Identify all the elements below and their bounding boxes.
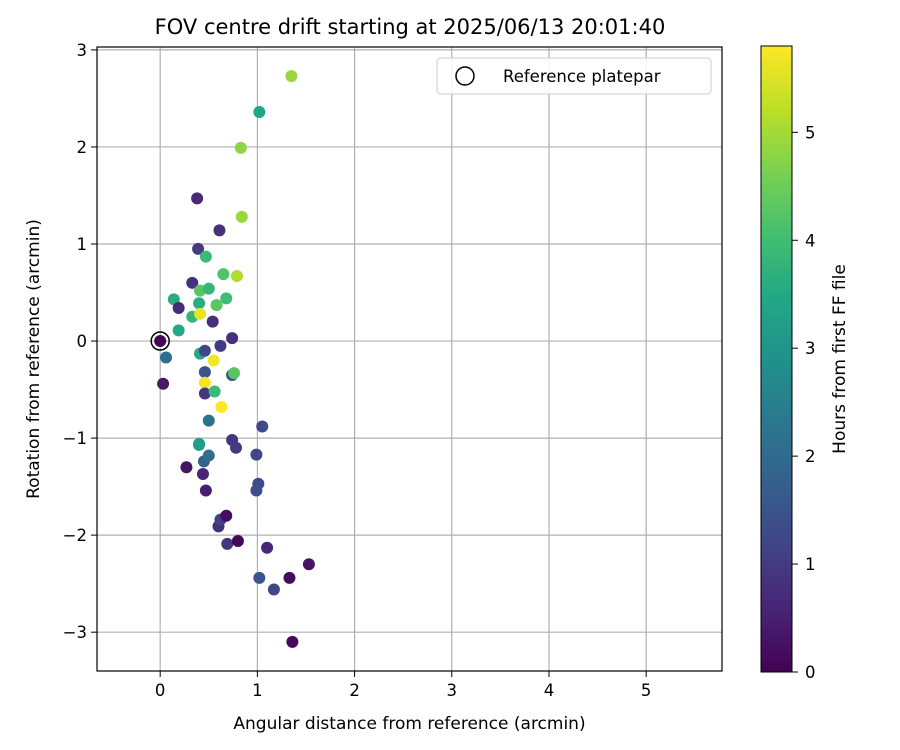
y-tick-label: 1	[77, 235, 88, 254]
scatter-point	[215, 401, 228, 414]
colorbar	[760, 45, 793, 673]
scatter-point	[235, 210, 248, 223]
legend-marker-reference	[455, 66, 475, 86]
scatter-point	[217, 268, 230, 281]
legend: Reference platepar	[436, 57, 712, 95]
legend-box	[436, 57, 712, 95]
scatter-point	[261, 541, 274, 554]
x-tick-label: 1	[252, 681, 263, 700]
scatter-point	[198, 344, 211, 357]
colorbar-ticks: 0 1 2 3 4 5	[792, 123, 816, 682]
colorbar-tick-label: 5	[805, 123, 816, 142]
scatter-point	[154, 335, 167, 348]
colorbar-tick-label: 2	[805, 447, 816, 466]
x-tick-label: 2	[349, 681, 360, 700]
colorbar-tick-label: 1	[805, 555, 816, 574]
scatter-point	[231, 534, 244, 547]
x-tick-label: 0	[155, 681, 166, 700]
colorbar-tick-label: 0	[805, 663, 816, 682]
y-tick-label: 0	[77, 332, 88, 351]
scatter-point	[226, 332, 239, 345]
x-axis-label: Angular distance from reference (arcmin)	[233, 714, 585, 734]
colorbar-label: Hours from first FF file	[830, 264, 850, 454]
y-tick-label: −1	[63, 429, 87, 448]
colorbar-tick-label: 3	[805, 339, 816, 358]
scatter-point	[210, 299, 223, 312]
plot-frame	[96, 46, 723, 672]
scatter-point	[172, 302, 185, 315]
scatter-point	[196, 467, 209, 480]
scatter-point	[220, 509, 233, 522]
scatter-point	[199, 250, 212, 263]
scatter-point	[214, 339, 227, 352]
scatter-point	[253, 571, 266, 584]
scatter-point	[220, 292, 233, 305]
scatter-point	[208, 385, 221, 398]
scatter-point	[193, 437, 206, 450]
reference-platepar-marker	[150, 331, 170, 351]
scatter-point	[229, 441, 242, 454]
legend-label-reference: Reference platepar	[503, 67, 661, 86]
scatter-point	[198, 376, 211, 389]
scatter-point	[192, 242, 205, 255]
scatter-point	[191, 192, 204, 205]
scatter-point	[285, 70, 298, 83]
scatter-point	[267, 583, 280, 596]
scatter-point	[302, 558, 315, 571]
scatter-point	[186, 276, 199, 289]
scatter-point	[253, 106, 266, 119]
scatter-point	[202, 414, 215, 427]
scatter-point	[234, 141, 247, 154]
scatter-point	[199, 484, 212, 497]
scatter-point	[198, 387, 211, 400]
colorbar-tick-label: 4	[805, 231, 816, 250]
scatter-point	[283, 571, 296, 584]
scatter-point	[167, 293, 180, 306]
scatter-point	[221, 537, 234, 550]
y-axis-ticks: −3 −2 −1 0 1 2 3	[63, 41, 97, 642]
scatter-point	[194, 307, 207, 320]
grid	[97, 47, 722, 671]
scatter-point	[180, 461, 193, 474]
scatter-point	[198, 366, 211, 379]
scatter-point	[157, 377, 170, 390]
scatter-point	[250, 484, 263, 497]
x-tick-label: 4	[544, 681, 555, 700]
chart-title: FOV centre drift starting at 2025/06/13 …	[155, 15, 666, 39]
scatter-point	[207, 354, 220, 367]
scatter-point	[202, 282, 215, 295]
y-axis-label: Rotation from reference (arcmin)	[24, 219, 44, 499]
reference-marker-group	[150, 331, 170, 351]
scatter-point	[256, 420, 269, 433]
scatter-point	[213, 224, 226, 237]
scatter-point	[172, 324, 185, 337]
scatter-point	[193, 297, 206, 310]
scatter-point	[228, 367, 241, 380]
x-tick-label: 3	[447, 681, 458, 700]
y-tick-label: −2	[63, 526, 87, 545]
scatter-point	[230, 270, 243, 283]
y-tick-label: −3	[63, 623, 87, 642]
scatter-point	[250, 448, 263, 461]
x-axis-ticks: 0 1 2 3 4 5	[155, 671, 652, 700]
y-tick-label: 3	[77, 41, 88, 60]
scatter-point	[160, 351, 173, 364]
scatter-point	[286, 635, 299, 648]
scatter-points	[154, 70, 315, 648]
scatter-point	[202, 449, 215, 462]
x-tick-label: 5	[641, 681, 652, 700]
scatter-point	[206, 315, 219, 328]
y-tick-label: 2	[77, 138, 88, 157]
